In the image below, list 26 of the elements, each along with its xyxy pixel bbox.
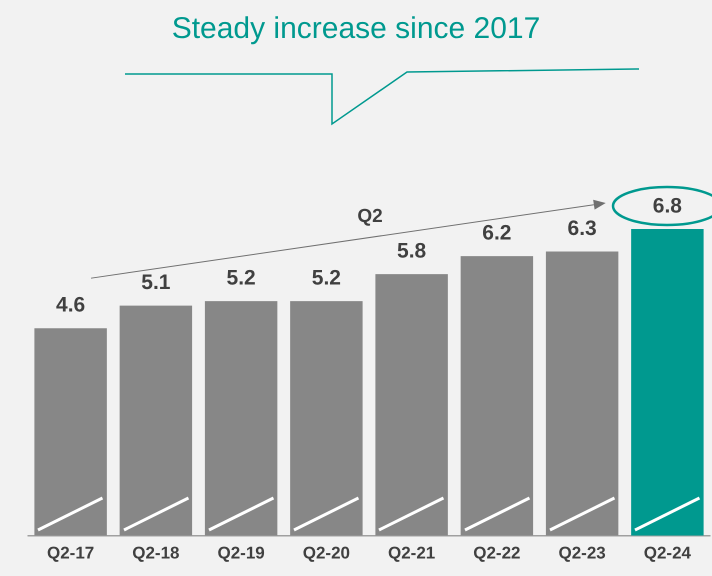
x-tick-label: Q2-20 [302,543,350,562]
bar [120,306,192,536]
bar [34,328,107,536]
bar [460,256,534,536]
x-tick-label: Q2-24 [644,543,692,562]
data-label: 4.6 [56,294,86,317]
bar [375,274,448,536]
text: Q2 [356,206,384,228]
x-tick-label: Q2-21 [388,543,436,562]
data-label: 5.2 [312,266,341,290]
x-tick-label: Q2-17 [47,543,94,562]
x-tick-label: Q2-23 [558,543,606,562]
data-label: 5.2 [226,266,256,290]
data-label: 6.2 [482,221,512,244]
x-tick-label: Q2-19 [218,543,265,562]
x-tick-label: Q2-22 [473,543,520,562]
bar [631,229,704,536]
bar [290,301,363,536]
data-label: 5.8 [397,239,427,262]
data-label: 6.3 [568,216,597,240]
x-tick-label: Q2-18 [132,543,180,562]
bar [204,301,278,536]
bar [546,252,618,536]
data-label: 6.8 [652,194,682,218]
chart-title: Steady increase since 2017 [170,12,542,46]
data-label: 5.1 [141,270,171,294]
